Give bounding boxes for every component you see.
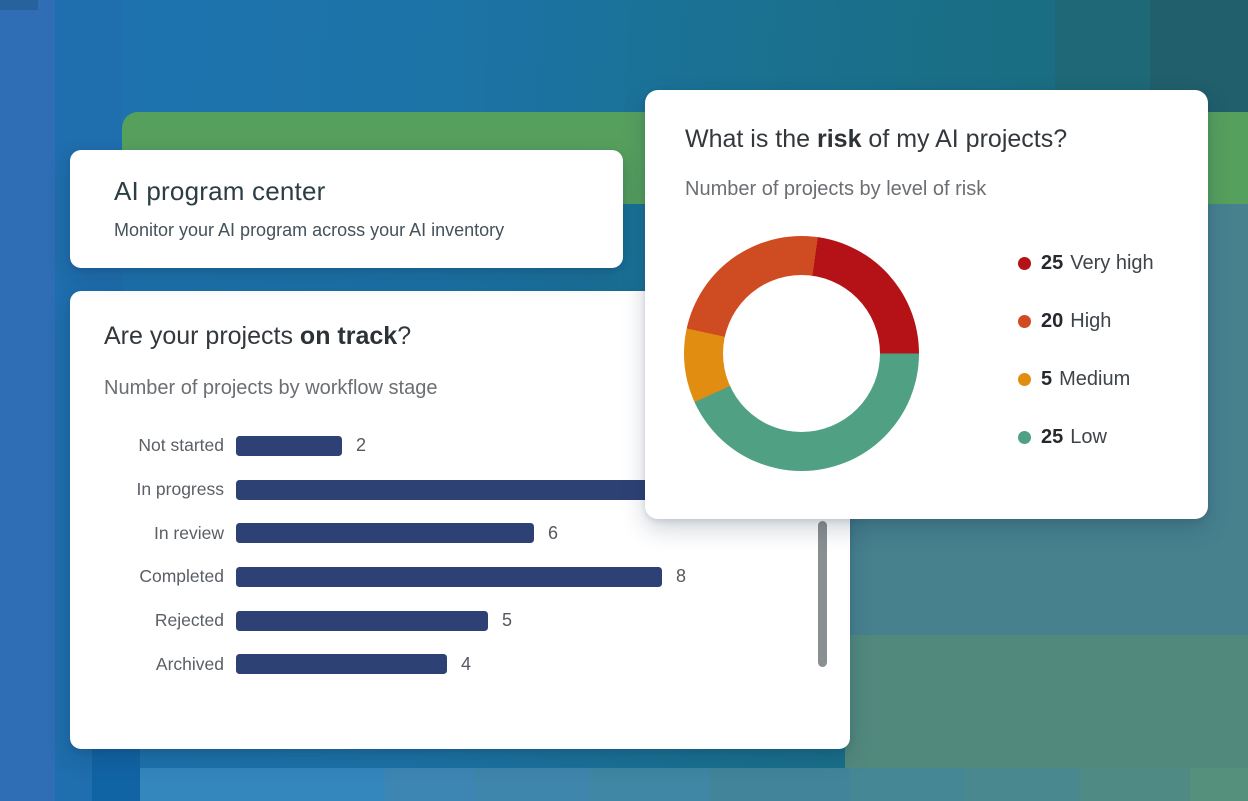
legend-item: 25 Very high [1018,250,1154,276]
bar-row: Rejected 5 [104,599,850,643]
legend-label: High [1070,309,1112,332]
legend-dot-icon [1018,372,1031,386]
program-center-subtitle: Monitor your AI program across your AI i… [114,220,505,241]
legend-label: Medium [1059,367,1131,390]
bar [236,479,766,500]
bar-value: 8 [676,566,687,587]
risk-title-suffix: of my AI projects? [861,125,1068,153]
donut-chart-area: 25 Very high 20 High 5 Medium 25 Low [684,236,1208,476]
legend-dot-icon [1018,430,1031,444]
legend-item: 5 Medium [1018,366,1154,392]
bar-value: 6 [548,522,559,543]
workflow-chart-subtitle: Number of projects by workflow stage [104,377,438,399]
bar-label: In progress [136,479,224,500]
legend-label: Low [1070,425,1107,448]
bar-row: Not started 2 [104,424,850,468]
bar-value: 5 [502,610,513,631]
bar-label: Not started [138,435,224,456]
bar-label: Rejected [154,610,224,631]
workflow-chart-title: Are your projects on track? [104,321,850,351]
bar-row: Completed 8 [104,555,850,599]
background-patch [1080,768,1190,801]
bar [236,566,662,587]
bar [236,435,342,456]
bar-row: In progress [104,468,850,512]
legend-dot-icon [1018,314,1031,328]
background-patch [475,768,590,801]
risk-title-bold: risk [817,125,862,153]
workflow-title-bold: on track [299,322,398,350]
background-patch [0,0,38,10]
background-patch [965,768,1080,801]
risk-title-prefix: What is the [685,125,817,153]
legend-value: 25 [1041,251,1064,274]
background-patch [590,768,710,801]
risk-chart-card: What is the risk of my AI projects? Numb… [645,90,1208,519]
workflow-title-suffix: ? [397,322,412,350]
bar [236,610,488,631]
donut-chart [684,236,919,471]
bar-label: Completed [139,566,224,587]
bar-value: 4 [461,653,472,674]
background-patch [1190,768,1248,801]
bar [236,523,534,544]
bar-value: 2 [356,435,367,456]
legend-label: Very high [1070,251,1154,274]
bar-row: Archived 4 [104,642,850,686]
background-patch [710,768,850,801]
donut-legend: 25 Very high 20 High 5 Medium 25 Low [1018,250,1154,482]
legend-item: 20 High [1018,308,1154,334]
risk-chart-title: What is the risk of my AI projects? [685,124,1208,154]
legend-value: 5 [1041,367,1053,390]
bar [236,654,447,675]
bar-label: Archived [155,653,224,674]
program-center-title: AI program center [114,176,326,206]
legend-value: 25 [1041,425,1064,448]
workflow-title-prefix: Are your projects [104,322,300,350]
bar-label: In review [153,522,224,543]
bar-chart: Not started 2 In progress In review 6 Complet… [104,424,850,686]
legend-item: 25 Low [1018,424,1154,450]
background-patch [0,0,55,801]
background-patch [850,768,965,801]
bar-row: In review 6 [104,511,850,555]
legend-dot-icon [1018,256,1031,270]
risk-chart-subtitle: Number of projects by level of risk [685,178,987,200]
donut-hole [723,275,880,432]
legend-value: 20 [1041,309,1064,332]
background-patch [140,768,385,801]
vertical-scrollbar-thumb[interactable] [818,521,827,667]
program-center-card: AI program center Monitor your AI progra… [70,150,623,268]
background-patch [385,768,475,801]
